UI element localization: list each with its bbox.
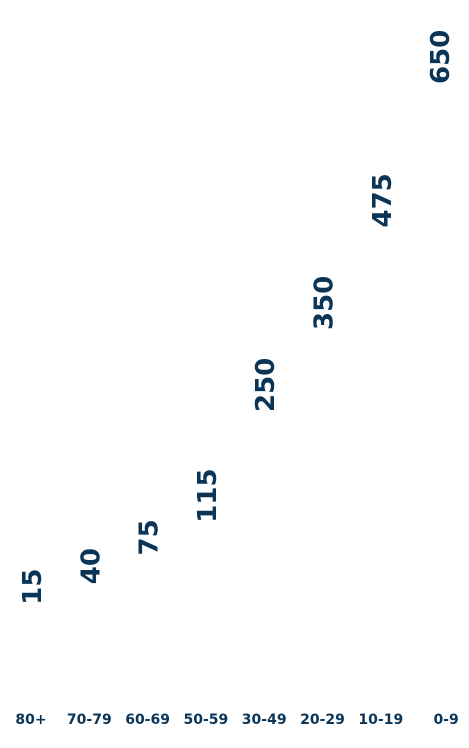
value-label: 650: [426, 30, 456, 84]
value-label: 15: [18, 569, 48, 605]
value-label: 40: [76, 548, 106, 584]
value-labels: 15 40 75 115 250 350 475 650: [18, 30, 456, 605]
value-label: 75: [135, 519, 165, 555]
x-tick-label: 60-69: [125, 712, 170, 728]
value-label: 350: [310, 276, 340, 330]
x-tick-label: 20-29: [300, 712, 345, 728]
x-tick-label: 0-9: [433, 712, 458, 728]
x-axis-tick-labels: 80+ 70-79 60-69 50-59 30-49 20-29 10-19 0-9: [15, 712, 458, 728]
x-tick-label: 10-19: [358, 712, 403, 728]
x-tick-label: 70-79: [67, 712, 112, 728]
x-tick-label: 30-49: [242, 712, 287, 728]
value-label: 475: [368, 173, 398, 227]
x-tick-label: 80+: [15, 712, 46, 728]
x-tick-label: 50-59: [184, 712, 229, 728]
value-label: 115: [193, 468, 223, 522]
value-label: 250: [251, 358, 281, 412]
